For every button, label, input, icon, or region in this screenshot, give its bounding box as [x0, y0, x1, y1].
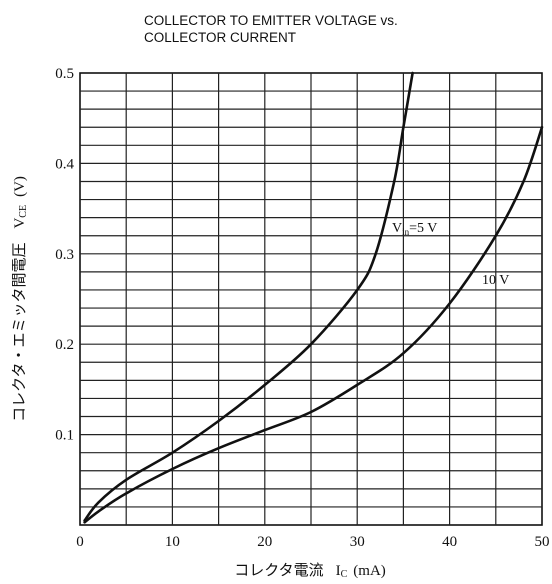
x-tick-label: 0 — [76, 534, 84, 550]
series-label-vin-5v-symbol: V — [392, 221, 402, 236]
y-tick-label: 0.2 — [55, 337, 74, 353]
series-line-vin-5v — [83, 71, 414, 522]
x-axis-label-unit: (mA) — [353, 563, 386, 579]
x-tick-label: 50 — [535, 534, 550, 550]
y-tick-labels: 0.1 0.2 0.3 0.4 0.5 — [55, 66, 74, 444]
x-tick-label: 20 — [257, 534, 272, 550]
x-axis-label-symbol: I — [336, 563, 341, 579]
series-label-vin-5v: Vin=5 V — [392, 221, 437, 237]
x-axis-label-text: コレクタ電流 — [234, 562, 323, 579]
x-tick-label: 10 — [165, 534, 180, 550]
series-label-10v: 10 V — [482, 273, 509, 288]
y-tick-label: 0.3 — [55, 247, 74, 263]
x-axis-label: コレクタ電流 IC (mA) — [234, 562, 386, 580]
x-axis-label-subscript: C — [341, 569, 348, 580]
y-tick-label: 0.1 — [55, 428, 74, 444]
y-axis-label-symbol: V — [12, 218, 28, 229]
chart-title-line-1: COLLECTOR TO EMITTER VOLTAGE vs. — [144, 13, 398, 28]
x-tick-label: 30 — [350, 534, 365, 550]
series-line-10v — [83, 125, 544, 524]
series-label-vin-5v-subscript: in — [402, 227, 410, 237]
y-tick-label: 0.4 — [55, 156, 74, 172]
x-tick-label: 40 — [442, 534, 457, 550]
series-layer — [83, 71, 544, 524]
y-tick-label: 0.5 — [55, 66, 74, 82]
y-axis-label: コレクタ・エミッタ間電圧 VCE (V) — [11, 176, 29, 422]
y-axis-label-subscript: CE — [18, 205, 29, 218]
chart-title-line-2: COLLECTOR CURRENT — [144, 30, 296, 45]
y-axis-label-text: コレクタ・エミッタ間電圧 — [11, 243, 28, 422]
grid-lines — [80, 73, 542, 525]
x-tick-labels: 0 10 20 30 40 50 — [76, 534, 549, 550]
series-label-vin-5v-rest: =5 V — [409, 221, 437, 236]
y-axis-label-unit: (V) — [12, 176, 28, 197]
